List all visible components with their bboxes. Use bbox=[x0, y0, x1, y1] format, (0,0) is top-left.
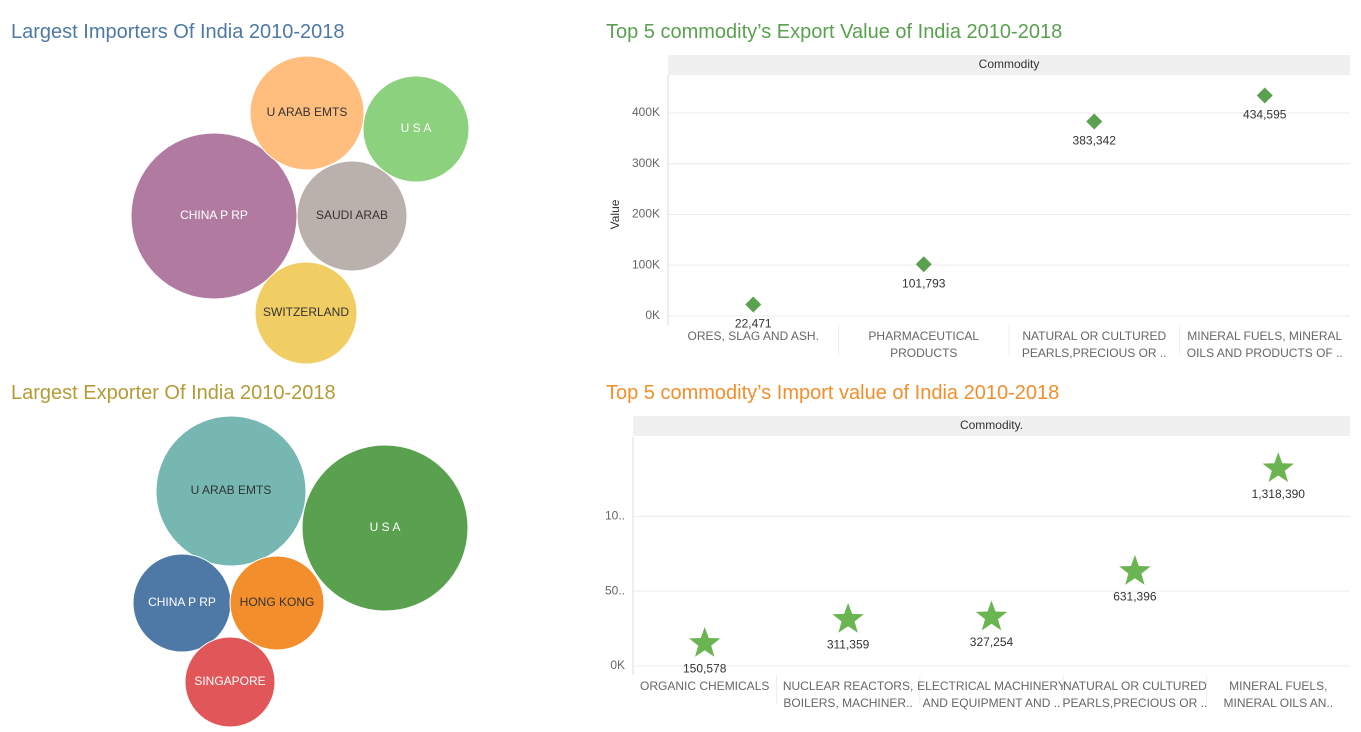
value-label: 150,578 bbox=[683, 662, 727, 676]
x-tick-label: ELECTRICAL MACHINERY bbox=[917, 679, 1066, 693]
value-label: 383,342 bbox=[1073, 134, 1117, 148]
bubble-label: U S A bbox=[370, 520, 401, 534]
y-tick-label: 0K bbox=[610, 658, 625, 672]
value-label: 22,471 bbox=[735, 317, 772, 331]
bubble-label: U ARAB EMTS bbox=[191, 483, 272, 497]
diamond-marker bbox=[1086, 113, 1103, 130]
y-tick-label: 100K bbox=[632, 257, 660, 271]
x-tick-label: PEARLS,PRECIOUS OR .. bbox=[1022, 346, 1167, 360]
chart-title: Top 5 commodity’s Export Value of India … bbox=[606, 21, 1062, 43]
column-header: Commodity. bbox=[960, 418, 1023, 432]
bubble-label: U ARAB EMTS bbox=[267, 105, 348, 119]
x-tick-label: PRODUCTS bbox=[890, 346, 957, 360]
star-marker bbox=[1119, 555, 1151, 585]
bubble-label: U S A bbox=[401, 121, 432, 135]
bubble bbox=[296, 160, 408, 272]
star-marker bbox=[689, 627, 721, 657]
value-label: 311,359 bbox=[827, 638, 870, 652]
x-tick-label: ORES, SLAG AND ASH. bbox=[688, 329, 819, 343]
y-tick-label: 0K bbox=[645, 308, 660, 322]
bubble bbox=[229, 555, 325, 651]
chart-title: Largest Exporter Of India 2010-2018 bbox=[11, 382, 336, 404]
chart-title: Top 5 commodity’s Import value of India … bbox=[606, 382, 1059, 404]
y-tick-label: 300K bbox=[632, 156, 660, 170]
bubble bbox=[301, 444, 469, 612]
bubble bbox=[249, 55, 365, 171]
y-tick-label: 50.. bbox=[605, 583, 625, 597]
bubble bbox=[254, 261, 358, 365]
bubble-label: SWITZERLAND bbox=[263, 305, 349, 319]
chart-title: Largest Importers Of India 2010-2018 bbox=[11, 21, 345, 43]
bubble-label: CHINA P RP bbox=[148, 595, 216, 609]
value-label: 434,595 bbox=[1243, 108, 1287, 122]
diamond-marker bbox=[915, 256, 932, 273]
value-label: 101,793 bbox=[902, 276, 946, 290]
x-tick-label: MINERAL FUELS, bbox=[1229, 679, 1327, 693]
bubble bbox=[155, 415, 307, 567]
x-tick-label: NATURAL OR CULTURED bbox=[1022, 329, 1166, 343]
x-tick-label: OILS AND PRODUCTS OF .. bbox=[1187, 346, 1343, 360]
x-tick-label: PEARLS,PRECIOUS OR .. bbox=[1063, 696, 1208, 710]
y-tick-label: 400K bbox=[632, 105, 660, 119]
x-tick-label: MINERAL FUELS, MINERAL bbox=[1187, 329, 1342, 343]
diamond-marker bbox=[745, 296, 762, 313]
bubble-label: HONG KONG bbox=[240, 595, 315, 609]
y-axis-label: Value bbox=[608, 199, 622, 229]
value-label: 1,318,390 bbox=[1252, 487, 1306, 501]
header-band bbox=[668, 55, 1350, 75]
star-marker bbox=[1262, 452, 1294, 482]
bubble bbox=[362, 75, 470, 183]
x-tick-label: BOILERS, MACHINER.. bbox=[783, 696, 912, 710]
x-tick-label: NATURAL OR CULTURED bbox=[1063, 679, 1207, 693]
column-header: Commodity bbox=[979, 57, 1040, 71]
star-marker bbox=[832, 602, 864, 633]
y-tick-label: 10.. bbox=[605, 509, 625, 523]
x-tick-label: PHARMACEUTICAL bbox=[868, 329, 979, 343]
bubble-label: SAUDI ARAB bbox=[316, 208, 388, 222]
value-label: 327,254 bbox=[970, 635, 1014, 649]
bubble-label: CHINA P RP bbox=[180, 208, 248, 222]
diamond-marker bbox=[1256, 87, 1273, 104]
x-tick-label: NUCLEAR REACTORS, bbox=[783, 679, 913, 693]
x-tick-label: AND EQUIPMENT AND .. bbox=[923, 696, 1061, 710]
x-tick-label: ORGANIC CHEMICALS bbox=[640, 679, 769, 693]
star-marker bbox=[975, 600, 1008, 631]
value-label: 631,396 bbox=[1113, 590, 1157, 604]
y-tick-label: 200K bbox=[632, 207, 660, 221]
bubble bbox=[184, 636, 276, 728]
bubble-label: SINGAPORE bbox=[194, 674, 265, 688]
x-tick-label: MINERAL OILS AN.. bbox=[1224, 696, 1334, 710]
header-band bbox=[633, 416, 1350, 436]
